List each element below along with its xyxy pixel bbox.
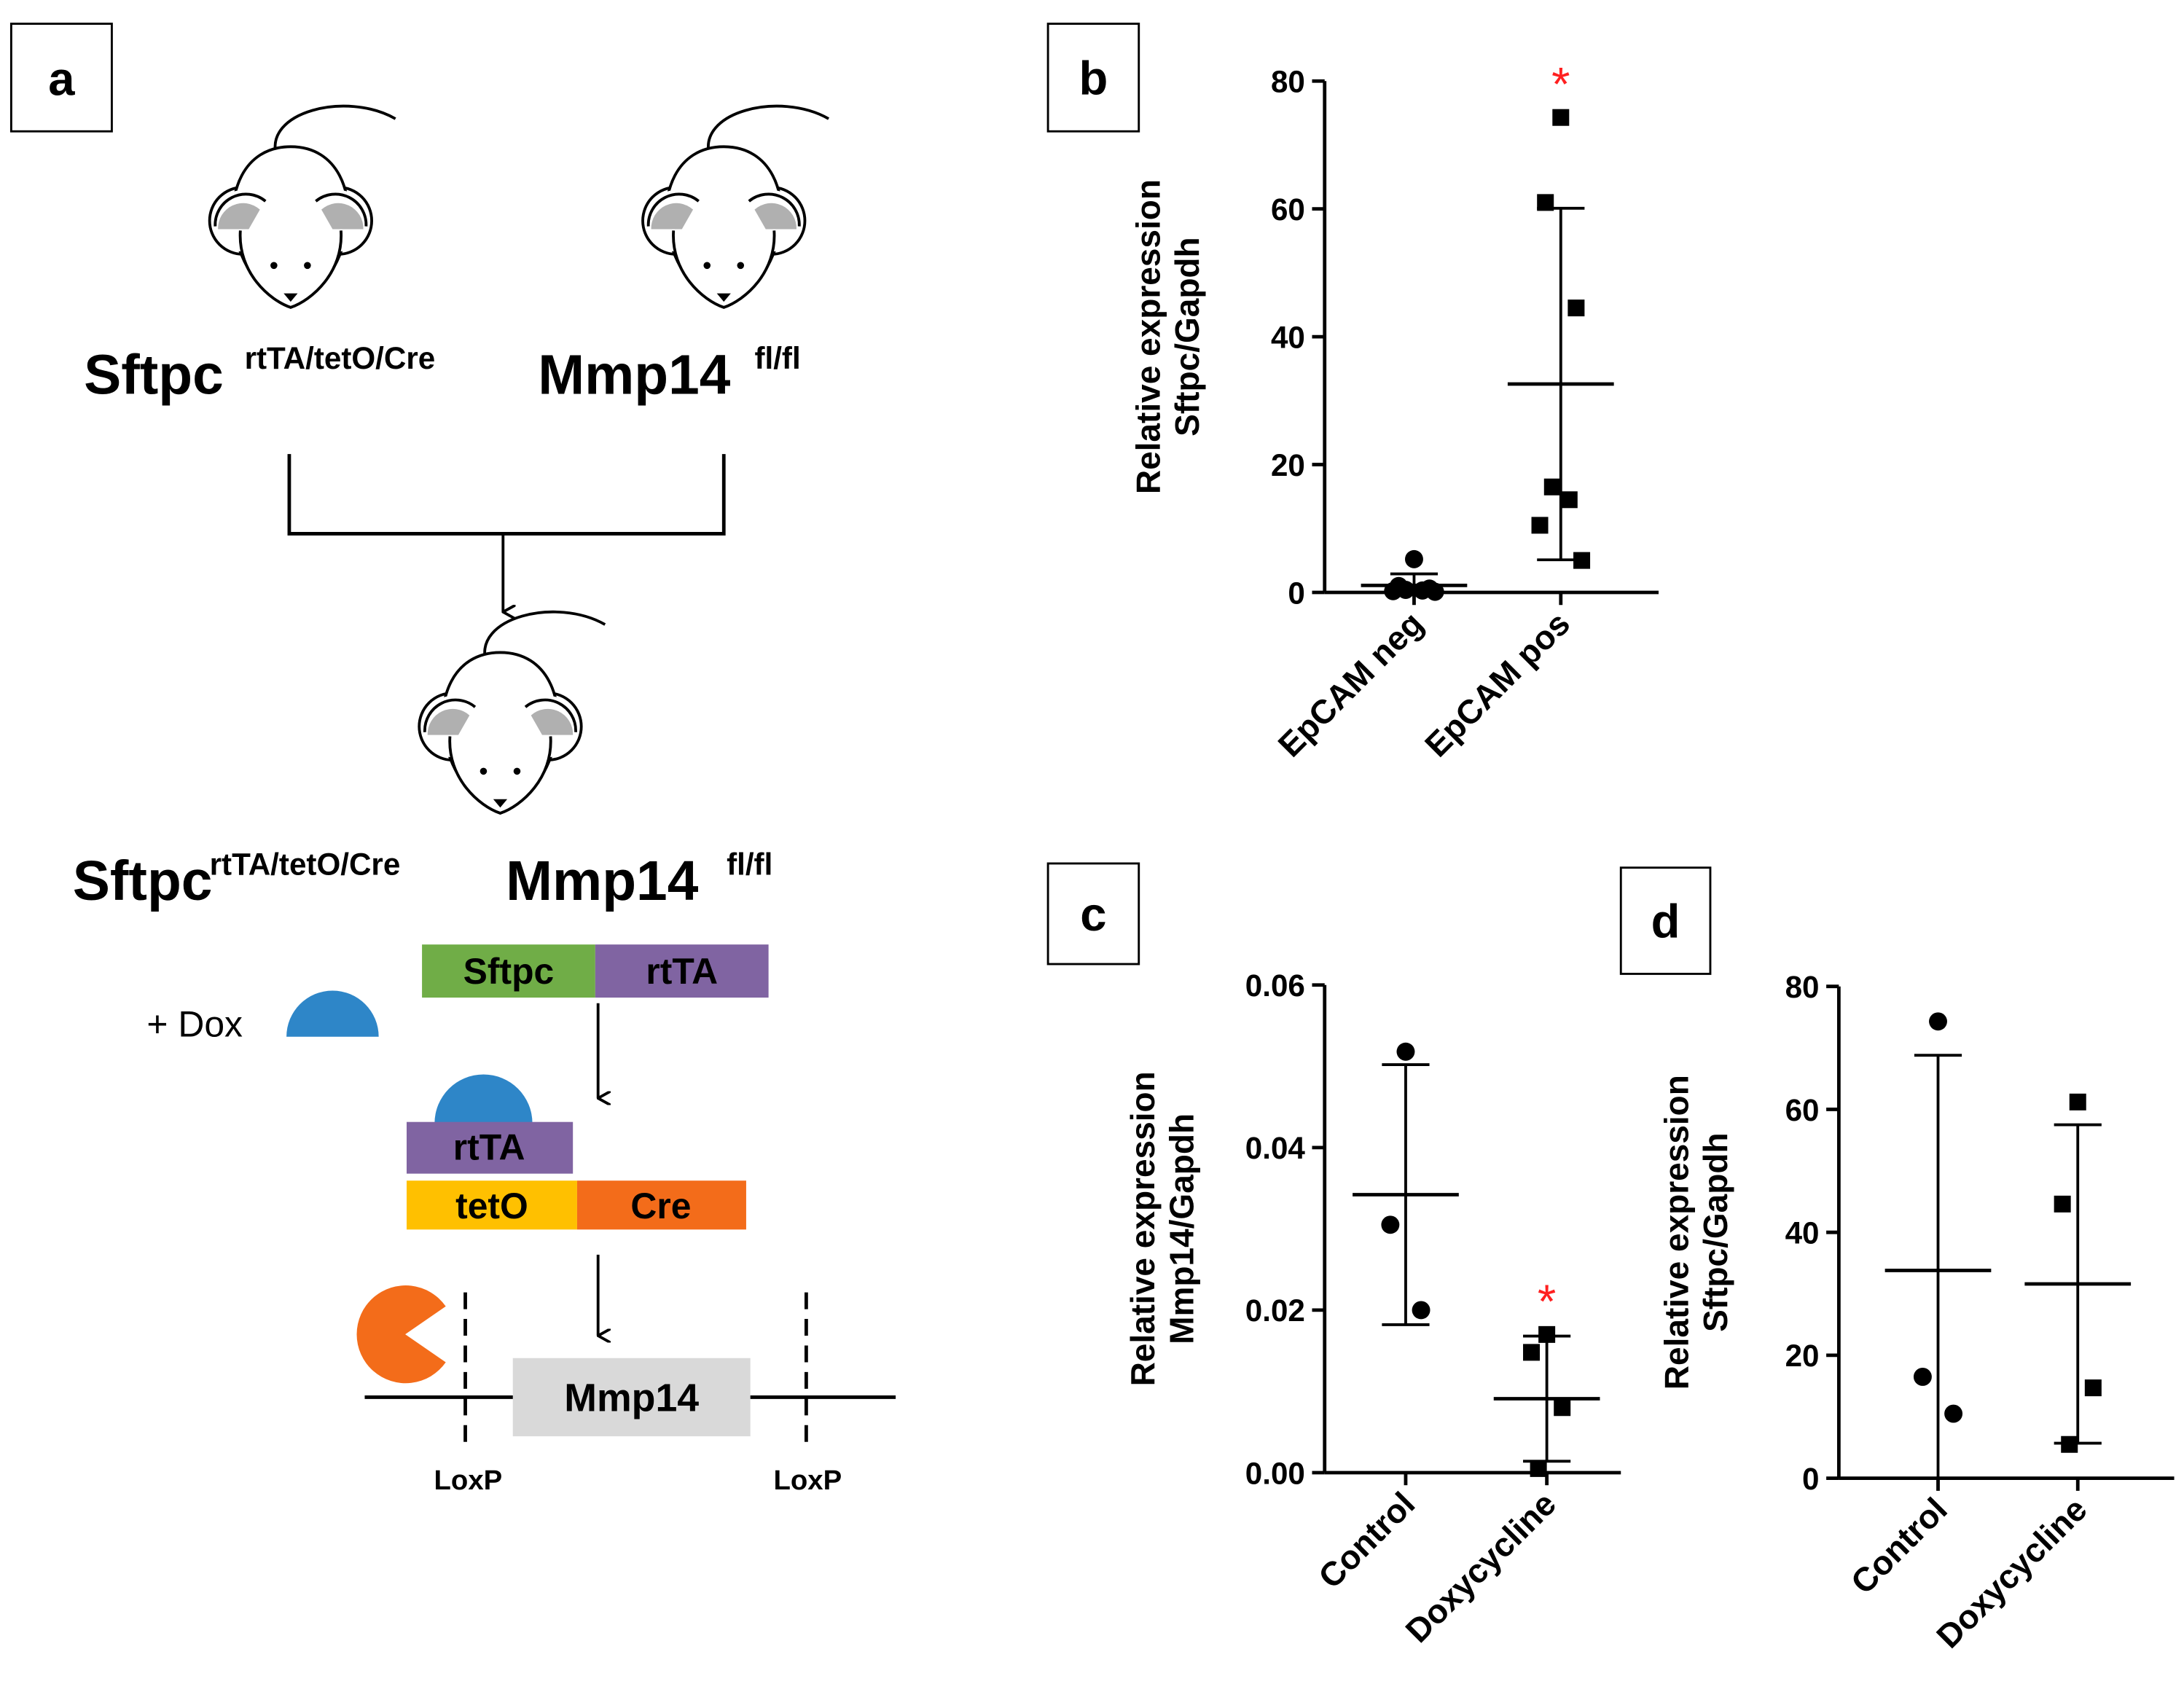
allele-label: rtTA/tetO/Cre bbox=[210, 847, 401, 881]
data-point bbox=[1567, 299, 1585, 317]
y-tick-label: 20 bbox=[1271, 448, 1305, 482]
x-tick-label: Doxycycline bbox=[1929, 1490, 2094, 1656]
gene-label: Mmp14 bbox=[506, 850, 699, 912]
data-point bbox=[1412, 1301, 1430, 1320]
y-tick-label: 60 bbox=[1271, 192, 1305, 227]
promoter-box bbox=[422, 944, 595, 998]
cre-icon bbox=[356, 1285, 446, 1384]
gene-label: Mmp14 bbox=[538, 345, 731, 407]
mouse-icon bbox=[418, 610, 607, 815]
gene-label: Sftpc bbox=[73, 850, 213, 912]
x-tick-label: Control bbox=[1844, 1490, 1954, 1601]
recombinase-label: Cre bbox=[630, 1186, 691, 1226]
data-point bbox=[1538, 1325, 1556, 1343]
y-tick-label: 40 bbox=[1785, 1216, 1820, 1250]
panel-a: a Sftpc rtTA/tetO/Cre Mmp14 fl/fl Sftpc … bbox=[9, 23, 896, 1496]
chart: b 0 20 40 60 80 Relative expression Sftpc/Gapdh… bbox=[1046, 23, 1659, 764]
significance-mark: * bbox=[1551, 58, 1570, 111]
data-point bbox=[1560, 491, 1578, 509]
data-point bbox=[1913, 1367, 1932, 1386]
data-point bbox=[1523, 1344, 1541, 1361]
y-tick-label: 0.02 bbox=[1245, 1293, 1305, 1328]
transactivator-box bbox=[407, 1121, 574, 1174]
allele-label: rtTA/tetO/Cre bbox=[245, 341, 436, 375]
y-axis-label: Relative expression bbox=[1129, 179, 1167, 494]
data-point bbox=[1530, 1460, 1547, 1477]
panel-label: a bbox=[48, 52, 75, 105]
y-tick-label: 80 bbox=[1785, 970, 1820, 1004]
data-point bbox=[1537, 194, 1554, 211]
y-tick-label: 20 bbox=[1785, 1339, 1820, 1373]
recombinase-box bbox=[576, 1180, 746, 1230]
y-axis-label: Relative expression bbox=[1124, 1071, 1162, 1386]
y-axis-label: Sftpc/Gapdh bbox=[1696, 1132, 1734, 1331]
data-point bbox=[2069, 1093, 2086, 1111]
dox-icon bbox=[434, 1074, 533, 1124]
x-tick-label: EpCAM pos bbox=[1417, 604, 1577, 764]
operator-box bbox=[407, 1180, 577, 1230]
y-tick-label: 40 bbox=[1271, 320, 1305, 354]
y-tick-label: 0.04 bbox=[1245, 1131, 1306, 1165]
y-axis-label: Sftpc/Gapdh bbox=[1168, 237, 1206, 436]
data-point bbox=[1944, 1404, 1963, 1423]
panel-label-box bbox=[9, 23, 113, 133]
data-point bbox=[2061, 1436, 2078, 1453]
mouse-icon bbox=[208, 104, 397, 309]
transactivator-box bbox=[595, 944, 769, 998]
data-point bbox=[1405, 549, 1423, 568]
transactivator-label: rtTA bbox=[453, 1127, 525, 1167]
significance-mark: * bbox=[1538, 1274, 1556, 1328]
y-axis-label: Relative expression bbox=[1657, 1075, 1695, 1390]
y-tick-label: 80 bbox=[1271, 65, 1305, 99]
y-tick-label: 60 bbox=[1785, 1093, 1820, 1127]
data-point bbox=[1543, 478, 1561, 496]
panel-label: b bbox=[1079, 51, 1108, 104]
allele-label: fl/fl bbox=[754, 341, 800, 375]
data-point bbox=[1396, 1042, 1415, 1061]
y-axis-label: Mmp14/Gapdh bbox=[1163, 1113, 1201, 1344]
loxp-label: LoxP bbox=[773, 1465, 842, 1496]
data-point bbox=[2084, 1379, 2102, 1397]
data-point bbox=[1425, 582, 1444, 601]
data-point bbox=[1573, 552, 1591, 569]
chart: c 0.00 0.02 0.04 0.06 Relative expression Mmp1… bbox=[1046, 862, 1621, 1650]
y-tick-label: 0 bbox=[1288, 576, 1304, 610]
loxp-label: LoxP bbox=[434, 1465, 503, 1496]
x-tick-label: Control bbox=[1311, 1484, 1422, 1595]
allele-label: fl/fl bbox=[727, 847, 772, 881]
gene-label: Sftpc bbox=[84, 345, 224, 407]
data-point bbox=[1554, 1399, 1571, 1417]
panel-label: c bbox=[1080, 888, 1106, 941]
target-label: Mmp14 bbox=[564, 1376, 699, 1420]
panel-label-box bbox=[1619, 866, 1712, 975]
promoter-label: Sftpc bbox=[463, 951, 555, 992]
dox-icon bbox=[286, 990, 379, 1037]
operator-label: tetO bbox=[455, 1186, 528, 1226]
transactivator-label: rtTA bbox=[646, 951, 718, 992]
x-tick-label: EpCAM neg bbox=[1271, 604, 1430, 764]
data-point bbox=[1381, 1215, 1400, 1234]
data-point bbox=[1929, 1012, 1947, 1031]
dox-label: + Dox bbox=[146, 1004, 243, 1045]
chart: d 0 20 40 60 80 Relative expression Sftpc/Gapdh… bbox=[1619, 866, 2175, 1656]
target-box bbox=[512, 1358, 751, 1437]
cross-bracket bbox=[287, 454, 726, 536]
data-point bbox=[1384, 581, 1403, 600]
x-tick-label: Doxycycline bbox=[1398, 1484, 1563, 1650]
panel-label-box bbox=[1046, 23, 1140, 133]
mouse-icon bbox=[641, 104, 830, 309]
data-point bbox=[1531, 517, 1549, 534]
y-tick-label: 0 bbox=[1802, 1462, 1819, 1496]
data-point bbox=[2054, 1195, 2071, 1213]
y-tick-label: 0.00 bbox=[1245, 1456, 1305, 1490]
y-tick-label: 0.06 bbox=[1245, 968, 1305, 1003]
data-point bbox=[1552, 109, 1570, 126]
panel-label-box bbox=[1046, 862, 1140, 966]
panel-label: d bbox=[1651, 895, 1680, 948]
